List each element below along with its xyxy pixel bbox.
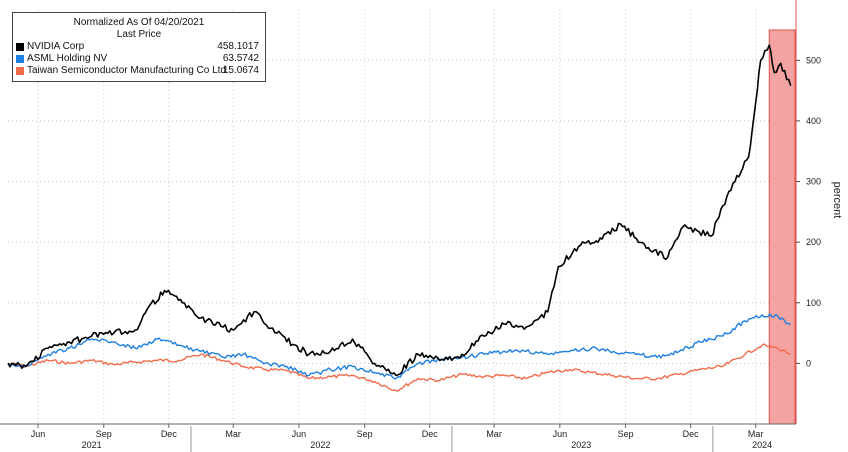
x-tick-label: Mar <box>748 429 764 439</box>
series-line <box>7 313 792 380</box>
x-tick-label: Mar <box>225 429 241 439</box>
x-year-label: 2021 <box>82 440 102 450</box>
series-line <box>7 343 791 392</box>
y-tick-label: 0 <box>806 358 811 368</box>
legend-series-name: NVIDIA Corp <box>27 41 85 52</box>
x-tick-label: Mar <box>486 429 502 439</box>
y-tick-label: 100 <box>806 298 821 308</box>
x-tick-label: Jun <box>292 429 307 439</box>
series-lines <box>7 44 792 392</box>
x-axis: Jun Sep Dec Mar Jun Sep Dec Mar Jun Sep Dec Mar 2021… <box>0 423 796 452</box>
legend-series-value: 15.0674 <box>222 65 259 76</box>
legend-series-value: 63.5742 <box>222 53 259 64</box>
legend-swatch <box>16 55 24 63</box>
highlight-band <box>768 29 796 425</box>
legend-title: Normalized As Of 04/20/2021 <box>73 17 205 28</box>
y-tick-label: 400 <box>806 116 821 126</box>
x-tick-label: Dec <box>422 429 439 439</box>
legend-entry: ASML Holding NV 63.5742 <box>13 53 265 65</box>
legend: Normalized As Of 04/20/2021 Last Price N… <box>12 12 266 82</box>
x-year-label: 2022 <box>310 440 330 450</box>
series-line <box>7 44 792 377</box>
x-year-label: 2024 <box>752 440 772 450</box>
x-tick-label: Sep <box>618 429 634 439</box>
legend-swatch <box>16 67 24 75</box>
legend-subtitle: Last Price <box>116 29 162 40</box>
y-axis-label: percent <box>831 182 843 219</box>
y-axis-ticks: 0 100 200 300 400 500 <box>796 55 821 368</box>
legend-entry: Taiwan Semiconductor Manufacturing Co Lt… <box>13 65 265 77</box>
x-tick-label: Jun <box>553 429 568 439</box>
legend-series-name: Taiwan Semiconductor Manufacturing Co Lt… <box>27 65 226 76</box>
x-year-label: 2023 <box>571 440 591 450</box>
y-tick-label: 200 <box>806 237 821 247</box>
legend-series-value: 458.1017 <box>217 41 259 52</box>
legend-series-name: ASML Holding NV <box>27 53 108 64</box>
y-tick-label: 500 <box>806 55 821 65</box>
legend-entry: NVIDIA Corp 458.1017 <box>13 41 265 53</box>
y-tick-label: 300 <box>806 177 821 187</box>
x-tick-label: Jun <box>31 429 46 439</box>
x-tick-label: Dec <box>683 429 700 439</box>
x-tick-label: Sep <box>96 429 112 439</box>
x-tick-label: Dec <box>161 429 178 439</box>
legend-rows: NVIDIA Corp 458.1017 ASML Holding NV 63.574… <box>13 41 265 77</box>
x-tick-label: Sep <box>357 429 373 439</box>
legend-swatch <box>16 43 24 51</box>
